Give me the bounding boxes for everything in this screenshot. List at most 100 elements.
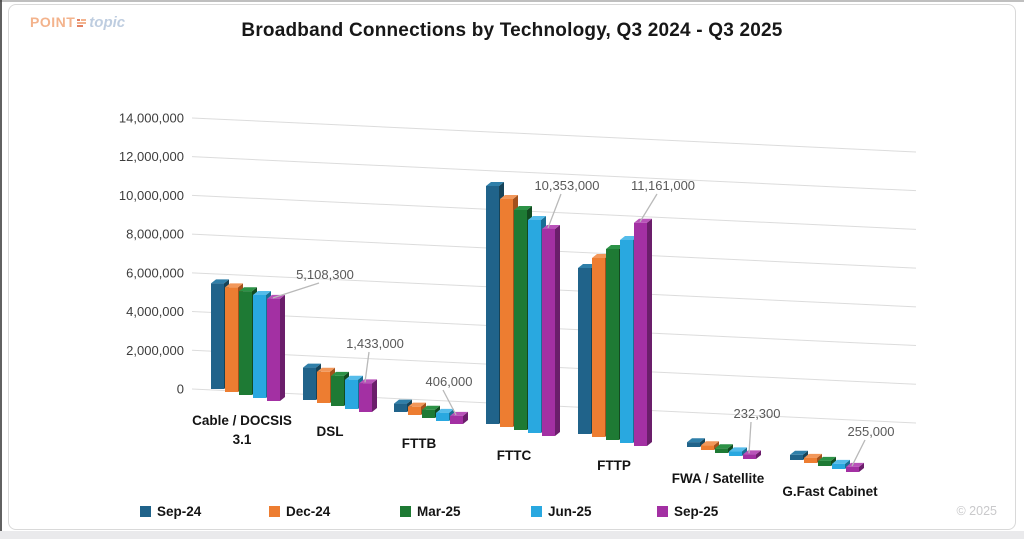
bar-FWA / Satellite-Sep-24 [687,442,700,447]
logo-topic-text: topic [89,14,126,31]
data-label-FTTP: 11,161,000 [631,178,695,193]
bar-top-FWA / Satellite-Mar-25 [715,444,733,449]
bar-G.Fast Cabinet-Dec-24 [804,457,817,463]
bar-FTTB-Sep-25 [450,415,463,424]
data-label-Cable / DOCSIS 3.1: 5,108,300 [296,267,354,282]
bar-Cable / DOCSIS 3.1-Sep-25 [267,298,280,401]
category-label-Cable / DOCSIS 3.1: Cable / DOCSIS 3.1 [192,413,292,447]
data-label-line-Cable / DOCSIS 3.1 [272,282,320,299]
bar-top-FTTB-Dec-24 [408,402,426,407]
legend-label-Jun-25: Jun-25 [548,504,592,519]
point-topic-logo: POINT topic [30,14,125,31]
bar-side-FTTB-Sep-25 [463,411,468,424]
legend-swatch-Mar-25 [400,506,411,517]
legend-swatch-Jun-25 [531,506,542,517]
bar-FTTC-Mar-25 [514,210,527,430]
data-label-line-G.Fast Cabinet [851,439,866,467]
bar-top-FTTP-Dec-24 [592,254,610,258]
bar-top-FWA / Satellite-Sep-25 [743,450,761,455]
bar-top-FTTC-Dec-24 [500,195,518,199]
bar-top-G.Fast Cabinet-Sep-25 [846,462,864,467]
page-bottom-strip [0,531,1024,539]
bar-FTTB-Dec-24 [408,406,421,415]
data-label-line-FTTP [639,193,658,223]
bar-top-G.Fast Cabinet-Sep-24 [790,450,808,455]
bar-top-DSL-Mar-25 [331,371,349,376]
bar-FTTB-Mar-25 [422,409,435,418]
bar-top-Cable / DOCSIS 3.1-Sep-24 [211,279,229,284]
bar-FTTC-Jun-25 [528,220,541,433]
bar-top-G.Fast Cabinet-Mar-25 [818,456,836,461]
bar-top-G.Fast Cabinet-Jun-25 [832,459,850,464]
bar-side-DSL-Sep-25 [372,379,377,412]
window-top-edge [0,0,1024,2]
legend-label-Dec-24: Dec-24 [286,504,331,519]
bar-G.Fast Cabinet-Sep-25 [846,466,859,472]
bar-G.Fast Cabinet-Jun-25 [832,463,845,469]
bar-top-FTTC-Jun-25 [528,216,546,220]
legend-swatch-Sep-25 [657,506,668,517]
bar-top-FTTB-Mar-25 [422,405,440,410]
bar-top-FTTB-Jun-25 [436,408,454,413]
copyright-label: © 2025 [956,504,998,518]
legend-label-Sep-24: Sep-24 [157,504,202,519]
data-label-line-DSL [364,351,370,383]
bar-top-G.Fast Cabinet-Dec-24 [804,453,822,458]
bar-top-FTTP-Sep-25 [634,218,652,223]
bar-top-FTTC-Sep-24 [486,182,504,186]
bar-top-DSL-Dec-24 [317,367,335,372]
bar-top-Cable / DOCSIS 3.1-Jun-25 [253,291,271,295]
logo-dots-icon [77,19,87,28]
grid-line [191,156,917,192]
bar-side-FWA / Satellite-Dec-24 [714,441,719,450]
y-tick-label: 4,000,000 [126,304,184,319]
bar-FWA / Satellite-Sep-25 [743,454,756,459]
data-label-line-FWA / Satellite [748,421,752,454]
bar-FTTC-Dec-24 [500,199,513,427]
bar-FTTP-Mar-25 [606,249,619,440]
y-tick-label: 8,000,000 [126,227,184,242]
bar-top-FWA / Satellite-Sep-24 [687,438,705,443]
data-label-DSL: 1,433,000 [346,336,404,351]
bar-top-Cable / DOCSIS 3.1-Dec-24 [225,283,243,288]
bar-side-FWA / Satellite-Sep-25 [756,450,761,459]
category-label-FTTC: FTTC [497,448,532,463]
bar-top-FTTC-Sep-25 [542,224,560,229]
bar-top-FTTC-Mar-25 [514,206,532,210]
legend-swatch-Dec-24 [269,506,280,517]
bar-FWA / Satellite-Dec-24 [701,445,714,450]
bar-FTTP-Sep-25 [634,222,647,446]
bar-FTTB-Sep-24 [394,403,407,412]
bar-FTTC-Sep-24 [486,186,499,424]
legend-label-Mar-25: Mar-25 [417,504,461,519]
window-left-edge [0,0,2,539]
bar-DSL-Sep-25 [359,383,372,412]
category-label-FWA / Satellite: FWA / Satellite [672,471,765,486]
legend-label-Sep-25: Sep-25 [674,504,719,519]
bar-DSL-Sep-24 [303,367,316,400]
bar-top-DSL-Sep-25 [359,379,377,384]
bar-FWA / Satellite-Jun-25 [729,451,742,456]
legend-swatch-Sep-24 [140,506,151,517]
bar-FTTP-Dec-24 [592,258,605,437]
bar-top-Cable / DOCSIS 3.1-Mar-25 [239,287,257,292]
bar-Cable / DOCSIS 3.1-Jun-25 [253,295,266,398]
y-tick-label: 10,000,000 [119,188,184,203]
bar-side-FWA / Satellite-Mar-25 [728,444,733,453]
bar-Cable / DOCSIS 3.1-Mar-25 [239,291,252,395]
bar-DSL-Mar-25 [331,375,344,406]
y-tick-label: 14,000,000 [119,110,184,125]
chart-title: Broadband Connections by Technology, Q3 … [241,20,783,41]
bar-side-FTTP-Sep-25 [647,218,652,446]
bar-DSL-Dec-24 [317,371,330,403]
grid-line [191,117,917,153]
bar-side-Cable / DOCSIS 3.1-Sep-25 [280,294,285,401]
bar-side-FWA / Satellite-Sep-24 [700,438,705,447]
bar-side-G.Fast Cabinet-Sep-25 [859,462,864,472]
data-label-G.Fast Cabinet: 255,000 [848,424,895,439]
bar-Cable / DOCSIS 3.1-Dec-24 [225,287,238,392]
data-label-line-FTTC [547,193,562,229]
bar-top-FWA / Satellite-Jun-25 [729,447,747,452]
bar-DSL-Jun-25 [345,379,358,409]
bar-top-FWA / Satellite-Dec-24 [701,441,719,446]
